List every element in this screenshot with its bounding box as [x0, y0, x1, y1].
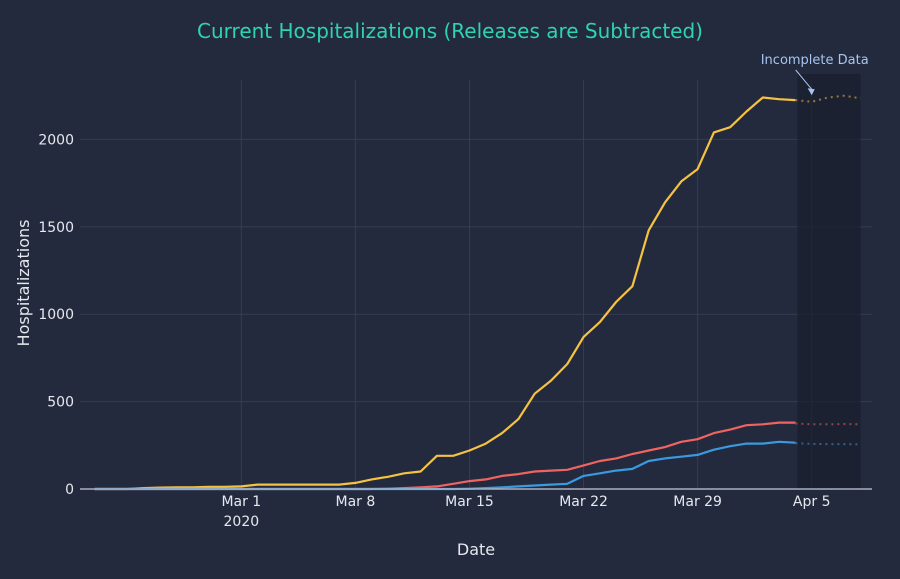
incomplete-series-line-1 [795, 94, 861, 103]
axes: 0 500 1000 1500 2000 Mar 1 2020 Mar 8 Mar 15 Mar … [38, 132, 872, 530]
y-tick-label: 1000 [38, 307, 74, 323]
annotations: Incomplete Data [761, 53, 869, 96]
y-axis-title: Hospitalizations [14, 220, 33, 347]
incomplete-series-line-2 [795, 422, 861, 426]
x-tick-label: Mar 15 [445, 494, 494, 510]
x-tick-label: Apr 5 [793, 494, 831, 510]
y-tick-label: 1500 [38, 220, 74, 236]
x-tick-label: Mar 1 [221, 494, 261, 510]
chart-title: Current Hospitalizations (Releases are S… [197, 19, 703, 43]
x-tick-label: Mar 29 [673, 494, 722, 510]
x-tick-sublabel: 2020 [224, 514, 260, 530]
annotation-arrow-head [807, 88, 815, 96]
gridlines [80, 80, 872, 489]
annotation-text: Incomplete Data [761, 53, 869, 68]
x-tick-label: Mar 22 [559, 494, 608, 510]
annotation-arrow-line [795, 69, 813, 90]
y-tick-label: 500 [47, 395, 74, 411]
incomplete-region [797, 74, 861, 489]
series-lines [94, 94, 861, 491]
series-line-3 [94, 440, 796, 491]
incomplete-series-line-3 [795, 442, 861, 446]
incomplete-data-region [797, 74, 861, 489]
series-line-1 [94, 96, 796, 491]
y-tick-label: 2000 [38, 132, 74, 148]
x-tick-label: Mar 8 [336, 494, 376, 510]
x-axis-title: Date [457, 540, 495, 559]
y-tick-label: 0 [65, 482, 74, 498]
